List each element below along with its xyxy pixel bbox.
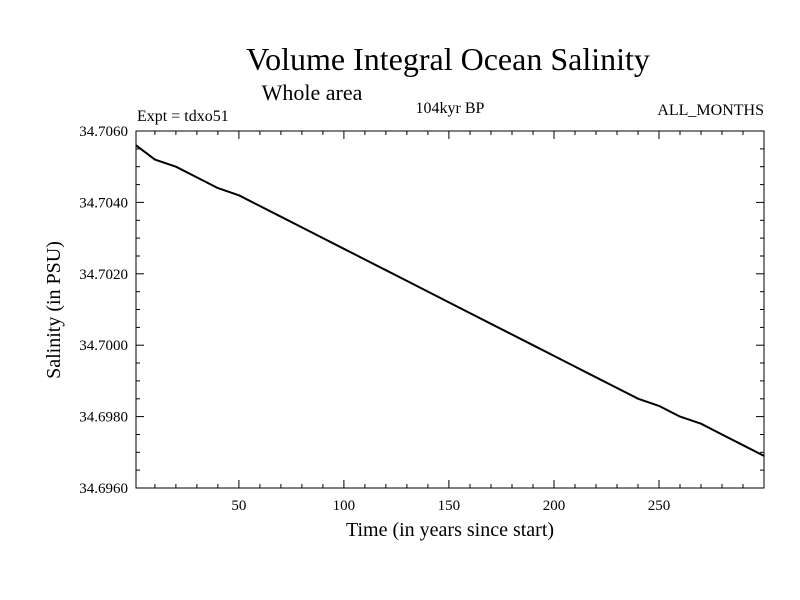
months-label: ALL_MONTHS: [657, 102, 764, 119]
salinity-line: [135, 144, 765, 457]
minor-ticks: [136, 131, 764, 488]
y-tick-label: 34.7000: [79, 338, 128, 354]
x-tick-label: 50: [231, 498, 246, 514]
x-axis-label: Time (in years since start): [346, 519, 554, 541]
experiment-label: Expt = tdxo51: [137, 108, 229, 125]
y-tick-label: 34.7060: [79, 124, 128, 140]
y-tick-label: 34.7020: [79, 267, 128, 283]
plot-frame: [135, 130, 765, 489]
y-tick-label: 34.6980: [79, 410, 128, 426]
y-tick-label: 34.6960: [79, 481, 128, 497]
x-tick-label: 150: [438, 498, 461, 514]
x-axis: 50 100 150 200 250: [231, 498, 670, 514]
x-tick-label: 250: [648, 498, 671, 514]
y-axis-label: Salinity (in PSU): [43, 241, 65, 379]
x-tick-label: 200: [543, 498, 566, 514]
x-tick-label: 100: [333, 498, 356, 514]
y-axis: 34.6960 34.6980 34.7000 34.7020 34.7040 34.70…: [79, 124, 128, 497]
period-label: 104kyr BP: [416, 100, 485, 117]
chart-title: Volume Integral Ocean Salinity: [246, 41, 650, 77]
chart-subtitle: Whole area: [262, 80, 363, 105]
series-layer: [135, 144, 765, 457]
y-tick-label: 34.7040: [79, 195, 128, 211]
